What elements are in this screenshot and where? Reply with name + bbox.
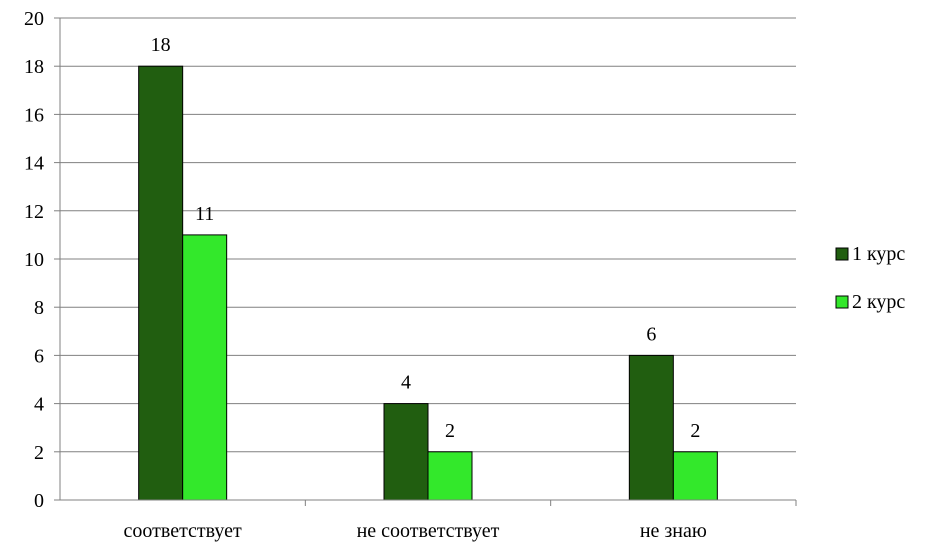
data-label: 4 bbox=[401, 372, 411, 394]
y-tick-label: 16 bbox=[24, 104, 44, 126]
bar bbox=[138, 65, 184, 501]
legend-label: 1 курс bbox=[852, 243, 905, 265]
bars bbox=[138, 65, 718, 501]
y-tick-label: 20 bbox=[24, 8, 44, 30]
y-tick-label: 6 bbox=[34, 345, 44, 367]
data-label: 2 bbox=[690, 420, 700, 442]
data-label: 2 bbox=[445, 420, 455, 442]
bar bbox=[427, 451, 473, 501]
bar bbox=[628, 354, 674, 501]
y-tick-label: 2 bbox=[34, 442, 44, 464]
y-tick-label: 4 bbox=[34, 394, 44, 416]
y-tick-label: 18 bbox=[24, 56, 44, 78]
data-label: 18 bbox=[151, 34, 171, 56]
y-tick-label: 10 bbox=[24, 249, 44, 271]
data-label: 11 bbox=[195, 203, 214, 225]
bar bbox=[672, 451, 718, 501]
y-axis-ticks: 0 2 4 6 8 10 12 14 16 18 20 bbox=[24, 8, 60, 512]
legend-swatch bbox=[835, 295, 849, 309]
legend: 1 курс 2 курс bbox=[835, 243, 905, 313]
y-tick-label: 14 bbox=[24, 153, 44, 175]
legend-label: 2 курс bbox=[852, 291, 905, 313]
y-tick-label: 8 bbox=[34, 297, 44, 319]
legend-swatch bbox=[835, 247, 849, 261]
y-tick-label: 12 bbox=[24, 201, 44, 223]
x-category-label: не соответствует bbox=[357, 520, 500, 542]
y-tick-label: 0 bbox=[34, 490, 44, 512]
data-label: 6 bbox=[646, 323, 656, 345]
x-category-label: не знаю bbox=[640, 520, 707, 542]
data-labels: 18 11 4 2 6 2 bbox=[151, 34, 701, 442]
bar bbox=[182, 234, 228, 501]
bar bbox=[383, 403, 429, 501]
x-axis-categories: соответствует не соответствует не знаю bbox=[124, 500, 797, 542]
x-category-label: соответствует bbox=[124, 520, 243, 542]
